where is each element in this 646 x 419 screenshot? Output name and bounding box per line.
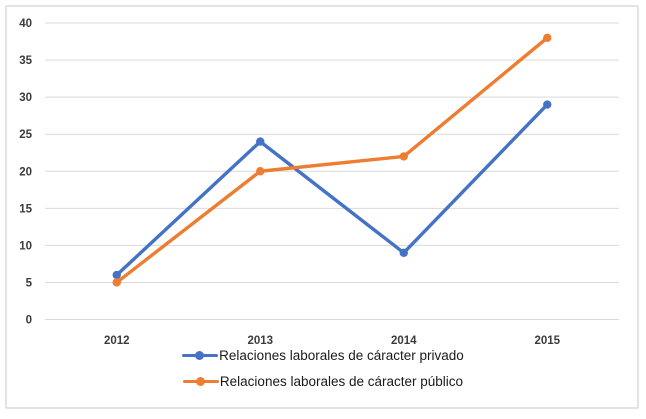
x-axis-tick-label: 2015 bbox=[534, 335, 560, 347]
data-point-marker bbox=[543, 33, 552, 43]
y-axis-tick-label: 40 bbox=[19, 18, 32, 30]
y-axis-tick-label: 5 bbox=[26, 277, 33, 289]
legend-dot-sample bbox=[195, 350, 205, 360]
data-point-marker bbox=[256, 137, 265, 146]
legend-marker-publico bbox=[182, 376, 219, 386]
y-axis-tick-label: 15 bbox=[19, 203, 32, 215]
data-point-marker bbox=[399, 152, 408, 161]
y-axis-tick-label: 20 bbox=[19, 166, 32, 178]
y-axis-tick-label: 25 bbox=[19, 129, 32, 141]
data-point-marker bbox=[112, 278, 121, 287]
x-axis-tick-label: 2014 bbox=[391, 335, 417, 347]
data-point-marker bbox=[256, 167, 265, 176]
legend-item-privado: Relaciones laborales de cáracter privado bbox=[182, 345, 464, 365]
x-axis-tick-label: 2012 bbox=[104, 335, 130, 347]
data-point-marker bbox=[543, 100, 552, 109]
legend-marker-privado bbox=[182, 350, 219, 360]
legend-dot-sample bbox=[195, 376, 205, 386]
data-point-marker bbox=[399, 248, 408, 257]
series-line bbox=[115, 36, 549, 285]
chart-legend: Relaciones laborales de cáracter privado… bbox=[0, 345, 646, 391]
legend-label-publico: Relaciones laborales de cáracter público bbox=[219, 373, 464, 389]
y-axis-tick-label: 35 bbox=[19, 55, 32, 67]
legend-item-publico: Relaciones laborales de cáracter público bbox=[182, 371, 464, 391]
x-axis-tick-label: 2013 bbox=[247, 335, 273, 347]
y-axis-tick-label: 10 bbox=[19, 240, 32, 252]
data-point-marker bbox=[112, 270, 121, 280]
legend-label-privado: Relaciones laborales de cáracter privado bbox=[219, 347, 464, 363]
series-line bbox=[115, 102, 549, 277]
y-axis-tick-label: 0 bbox=[26, 315, 32, 327]
y-axis-tick-label: 30 bbox=[19, 92, 32, 104]
